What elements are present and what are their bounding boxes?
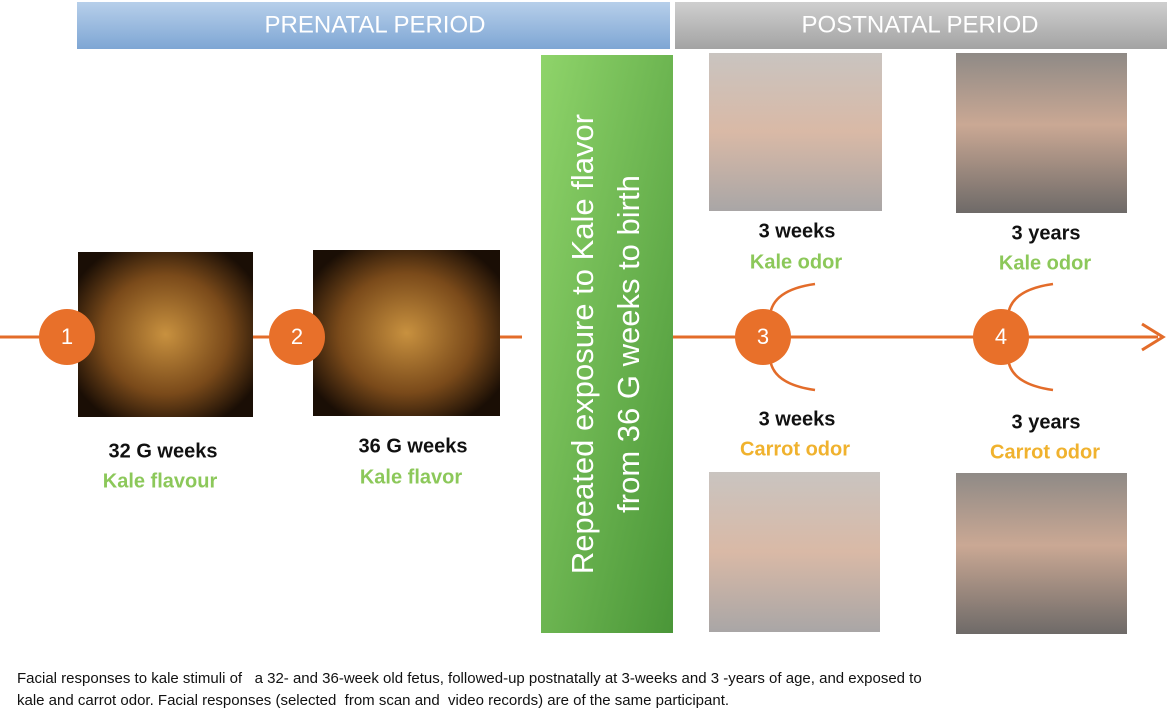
node-label: 3 — [757, 324, 769, 349]
stage-age: 32 G weeks — [109, 440, 218, 462]
arrowhead — [1141, 322, 1166, 352]
fetus-scan-36 — [313, 250, 500, 416]
stage-stimulus: Kale flavour — [103, 470, 218, 492]
caption-line: Facial responses to kale stimuli of a 32… — [17, 670, 922, 687]
stage-age: 3 years — [1012, 222, 1081, 244]
caption-line: kale and carrot odor. Facial responses (… — [17, 692, 730, 709]
prenatal-header — [77, 2, 670, 49]
stage-stimulus: Carrot odor — [990, 441, 1100, 463]
node-label: 1 — [61, 324, 73, 349]
nodes: 1 2 3 4 — [39, 309, 1029, 365]
prenatal-title: PRENATAL PERIOD — [265, 11, 486, 38]
stage-age: 36 G weeks — [359, 435, 468, 457]
stage-age: 3 weeks — [759, 220, 836, 242]
exposure-banner — [541, 55, 673, 633]
banner-line: Repeated exposure to Kale flavor — [565, 114, 600, 574]
postnatal-title: POSTNATAL PERIOD — [802, 11, 1039, 38]
stage-age: 3 years — [1012, 411, 1081, 433]
banner-line: from 36 G weeks to birth — [611, 175, 646, 513]
node-label: 2 — [291, 324, 303, 349]
stage-stimulus: Kale odor — [999, 252, 1091, 274]
stage-age: 3 weeks — [759, 408, 836, 430]
stage-stimulus: Kale flavor — [360, 466, 462, 488]
node-label: 4 — [995, 324, 1007, 349]
infant-photo-carrot — [709, 472, 880, 632]
postnatal-header — [675, 2, 1167, 49]
child-photo-kale — [956, 53, 1127, 213]
fetus-scan-32 — [78, 252, 253, 417]
stage-stimulus: Kale odor — [750, 251, 842, 273]
child-photo-carrot — [956, 473, 1127, 634]
infant-photo-kale — [709, 53, 882, 211]
stage-stimulus: Carrot odor — [740, 438, 850, 460]
